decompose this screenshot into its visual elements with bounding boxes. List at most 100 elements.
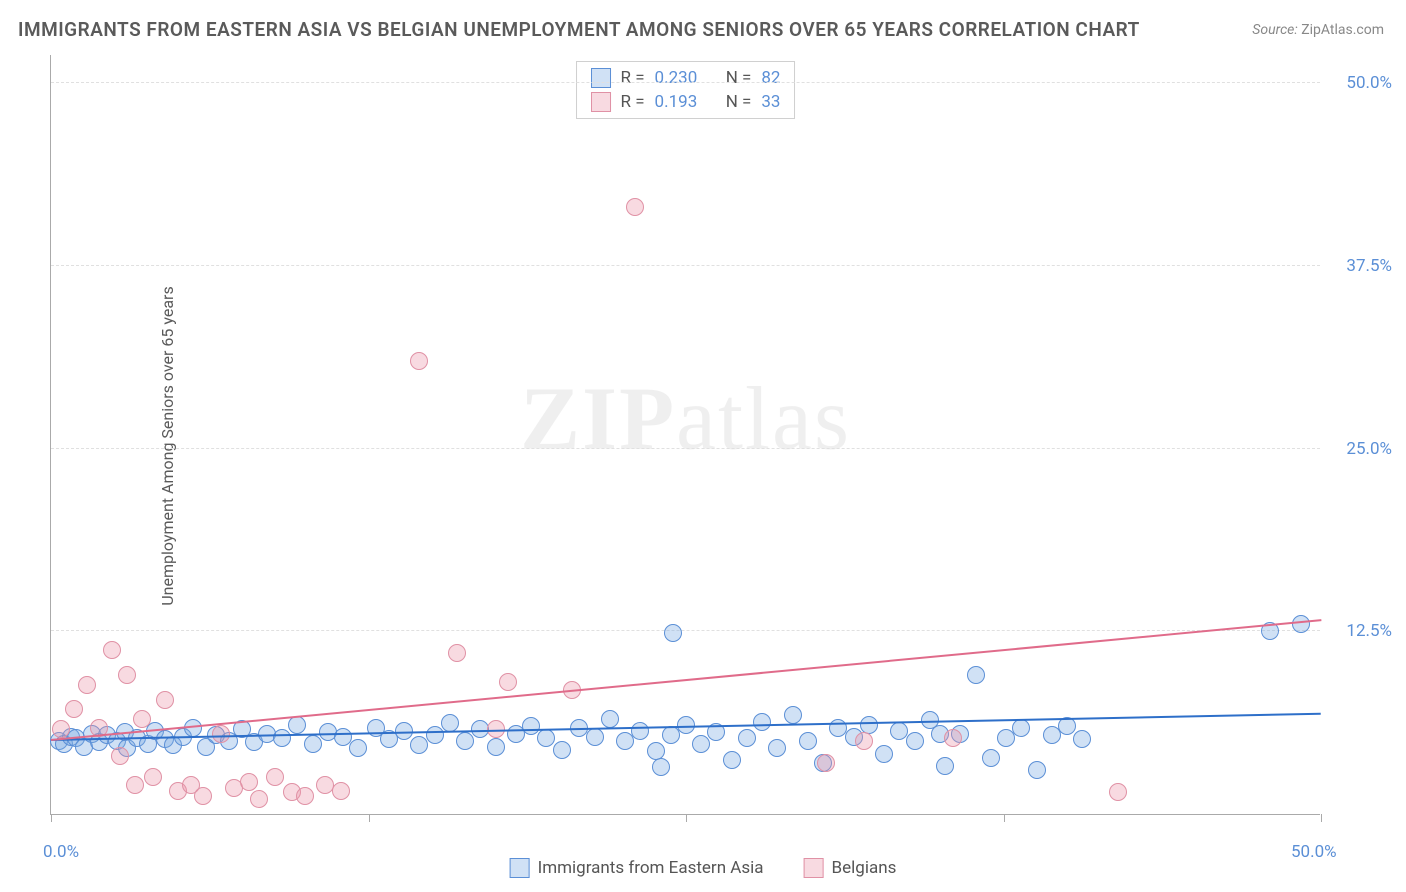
marker-series2 xyxy=(410,352,428,370)
marker-series2 xyxy=(266,768,284,786)
marker-series1 xyxy=(799,732,817,750)
marker-series1 xyxy=(273,729,291,747)
r-label: R = xyxy=(621,68,645,88)
x-tick xyxy=(686,814,687,822)
marker-series1 xyxy=(304,735,322,753)
marker-series2 xyxy=(156,691,174,709)
legend-swatch-series1 xyxy=(510,858,530,878)
marker-series1 xyxy=(753,713,771,731)
marker-series2 xyxy=(626,198,644,216)
marker-series1 xyxy=(1073,730,1091,748)
marker-series2 xyxy=(78,676,96,694)
r-value-series1: 0.230 xyxy=(655,68,698,88)
marker-series2 xyxy=(296,787,314,805)
source-value: ZipAtlas.com xyxy=(1301,22,1384,38)
n-value-series2: 33 xyxy=(761,92,780,112)
marker-series2 xyxy=(52,720,70,738)
marker-series1 xyxy=(738,729,756,747)
gridline xyxy=(51,82,1320,83)
legend-label-series1: Immigrants from Eastern Asia xyxy=(538,858,764,878)
marker-series1 xyxy=(1292,615,1310,633)
x-tick xyxy=(1321,814,1322,822)
marker-series1 xyxy=(586,728,604,746)
marker-series1 xyxy=(553,741,571,759)
stats-row-series2: R = 0.193 N = 33 xyxy=(591,90,781,114)
r-label: R = xyxy=(621,92,645,112)
swatch-series1 xyxy=(591,68,611,88)
marker-series2 xyxy=(250,790,268,808)
n-label: N = xyxy=(726,68,752,88)
marker-series1 xyxy=(1012,719,1030,737)
chart-title: IMMIGRANTS FROM EASTERN ASIA VS BELGIAN … xyxy=(18,18,1140,41)
marker-series2 xyxy=(118,666,136,684)
x-tick xyxy=(51,814,52,822)
marker-series1 xyxy=(768,739,786,757)
legend: Immigrants from Eastern Asia Belgians xyxy=(510,858,897,878)
y-tick-label: 50.0% xyxy=(1346,73,1392,93)
marker-series1 xyxy=(601,710,619,728)
marker-series1 xyxy=(1028,761,1046,779)
marker-series2 xyxy=(1109,783,1127,801)
marker-series2 xyxy=(103,641,121,659)
marker-series1 xyxy=(487,738,505,756)
y-tick-label: 37.5% xyxy=(1346,256,1392,276)
y-tick-label: 25.0% xyxy=(1346,439,1392,459)
n-value-series1: 82 xyxy=(761,68,780,88)
x-tick xyxy=(369,814,370,822)
watermark-rest: atlas xyxy=(676,370,851,469)
legend-item-series2: Belgians xyxy=(804,858,897,878)
legend-label-series2: Belgians xyxy=(832,858,897,878)
marker-series1 xyxy=(537,729,555,747)
watermark-bold: ZIP xyxy=(520,370,676,469)
marker-series2 xyxy=(111,747,129,765)
marker-series1 xyxy=(664,624,682,642)
gridline xyxy=(51,448,1320,449)
gridline xyxy=(51,265,1320,266)
n-label: N = xyxy=(726,92,752,112)
marker-series2 xyxy=(499,673,517,691)
marker-series1 xyxy=(692,735,710,753)
legend-item-series1: Immigrants from Eastern Asia xyxy=(510,858,764,878)
marker-series2 xyxy=(212,725,230,743)
scatter-plot-area: ZIPatlas R = 0.230 N = 82 R = 0.193 N = … xyxy=(50,55,1320,815)
marker-series1 xyxy=(631,722,649,740)
source-attribution: Source: ZipAtlas.com xyxy=(1252,22,1384,38)
r-value-series2: 0.193 xyxy=(655,92,698,112)
marker-series2 xyxy=(332,782,350,800)
marker-series2 xyxy=(855,732,873,750)
marker-series2 xyxy=(65,700,83,718)
x-tick-label: 0.0% xyxy=(43,842,79,862)
marker-series1 xyxy=(334,728,352,746)
stats-row-series1: R = 0.230 N = 82 xyxy=(591,66,781,90)
marker-series2 xyxy=(240,773,258,791)
y-tick-label: 12.5% xyxy=(1346,621,1392,641)
watermark: ZIPatlas xyxy=(520,368,851,471)
marker-series1 xyxy=(723,751,741,769)
marker-series1 xyxy=(906,732,924,750)
marker-series1 xyxy=(288,716,306,734)
source-label: Source: xyxy=(1252,22,1297,38)
marker-series1 xyxy=(652,758,670,776)
correlation-stats-box: R = 0.230 N = 82 R = 0.193 N = 33 xyxy=(576,61,796,119)
marker-series2 xyxy=(126,776,144,794)
swatch-series2 xyxy=(591,92,611,112)
marker-series2 xyxy=(817,754,835,772)
gridline xyxy=(51,630,1320,631)
marker-series1 xyxy=(784,706,802,724)
marker-series1 xyxy=(349,739,367,757)
marker-series1 xyxy=(982,749,1000,767)
marker-series1 xyxy=(967,666,985,684)
marker-series1 xyxy=(875,745,893,763)
marker-series1 xyxy=(522,717,540,735)
marker-series2 xyxy=(133,710,151,728)
marker-series2 xyxy=(944,729,962,747)
marker-series2 xyxy=(448,644,466,662)
x-tick-label: 50.0% xyxy=(1291,842,1337,862)
marker-series1 xyxy=(456,732,474,750)
marker-series1 xyxy=(426,726,444,744)
marker-series2 xyxy=(194,787,212,805)
marker-series1 xyxy=(936,757,954,775)
x-tick xyxy=(1004,814,1005,822)
marker-series2 xyxy=(144,768,162,786)
legend-swatch-series2 xyxy=(804,858,824,878)
